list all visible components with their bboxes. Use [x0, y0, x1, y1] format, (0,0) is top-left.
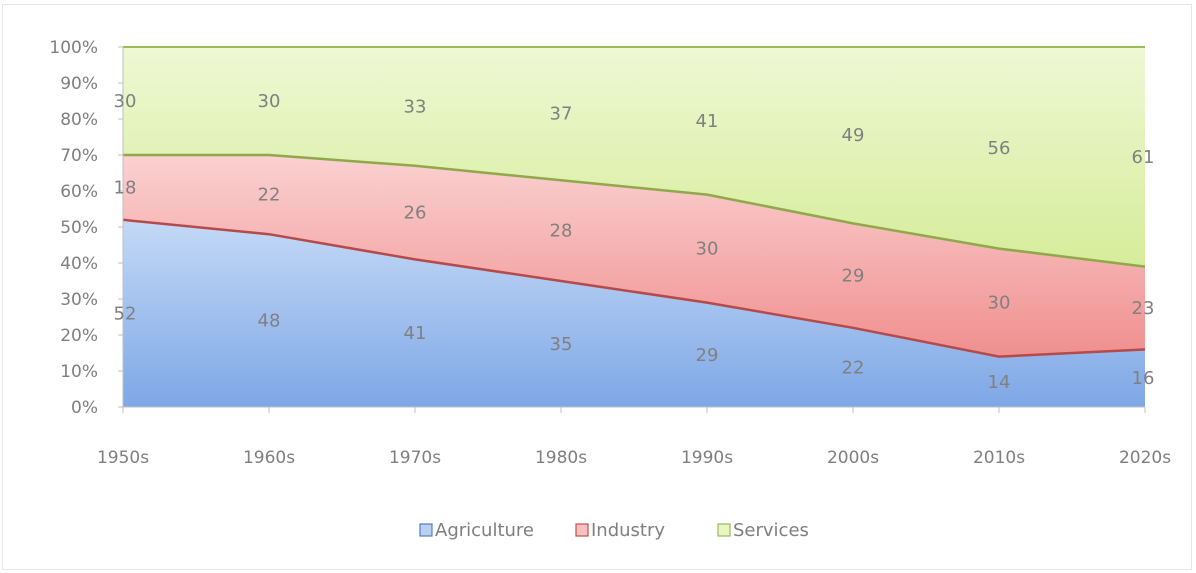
data-label-services: 49	[842, 125, 865, 146]
y-tick-label: 40%	[60, 254, 98, 274]
data-label-services: 30	[258, 91, 281, 112]
y-tick-label: 60%	[60, 182, 98, 202]
legend-label-industry: Industry	[591, 520, 665, 541]
data-label-industry: 26	[404, 203, 427, 224]
data-label-services: 37	[550, 104, 573, 125]
x-tick-label: 2000s	[827, 448, 879, 468]
area-industry	[123, 155, 1145, 357]
y-tick-label: 50%	[60, 218, 98, 238]
y-tick-label: 90%	[60, 74, 98, 94]
data-label-services: 33	[404, 96, 427, 117]
data-label-industry: 28	[550, 221, 573, 242]
data-label-agriculture: 52	[114, 303, 137, 324]
x-tick-label: 1970s	[389, 448, 441, 468]
plot-area	[123, 47, 1145, 407]
legend-label-agriculture: Agriculture	[435, 520, 534, 541]
data-label-agriculture: 16	[1132, 368, 1155, 389]
x-tick-label: 1990s	[681, 448, 733, 468]
data-label-industry: 29	[842, 266, 865, 287]
boundary-line-agriculture	[122, 218, 1146, 358]
data-labels: 52 48 41 35 29 22 14 16 18 22 26 28 30 29 30 23 30 30 33 37…	[114, 91, 1155, 393]
data-label-services: 56	[988, 138, 1011, 159]
data-label-agriculture: 41	[404, 323, 427, 344]
y-tick-label: 20%	[60, 326, 98, 346]
x-tick-label: 1950s	[97, 448, 149, 468]
boundary-line-industry	[123, 153, 1146, 268]
x-tick-label: 2020s	[1119, 448, 1171, 468]
axes: 0% 10% 20% 30% 40% 50% 60% 70% 80% 90% 100% 1950s 19…	[49, 38, 1171, 468]
legend: Agriculture Industry Services	[419, 520, 809, 541]
y-tick-label: 70%	[60, 146, 98, 166]
data-label-agriculture: 29	[696, 345, 719, 366]
data-label-industry: 18	[114, 177, 137, 198]
data-label-industry: 30	[988, 293, 1011, 314]
data-label-agriculture: 35	[550, 334, 573, 355]
x-tick-label: 2010s	[973, 448, 1025, 468]
data-label-industry: 22	[258, 185, 281, 206]
x-tick-label: 1980s	[535, 448, 587, 468]
series-boundaries	[122, 46, 1146, 358]
y-tick-label: 0%	[71, 398, 98, 418]
data-label-services: 41	[696, 111, 719, 132]
data-label-industry: 30	[696, 239, 719, 260]
data-label-services: 61	[1132, 147, 1155, 168]
legend-label-services: Services	[733, 520, 809, 541]
x-tick-label: 1960s	[243, 448, 295, 468]
y-tick-label: 80%	[60, 110, 98, 130]
area-agriculture	[123, 219, 1145, 407]
y-tick-label: 10%	[60, 362, 98, 382]
area-services	[123, 47, 1145, 267]
data-label-agriculture: 22	[842, 357, 865, 378]
data-label-agriculture: 14	[988, 372, 1011, 393]
legend-swatch-services	[717, 523, 731, 537]
data-label-services: 30	[114, 91, 137, 112]
legend-swatch-agriculture	[419, 523, 433, 537]
data-label-agriculture: 48	[258, 311, 281, 332]
y-tick-label: 30%	[60, 290, 98, 310]
y-tick-label: 100%	[49, 38, 98, 58]
data-label-industry: 23	[1132, 298, 1155, 319]
legend-swatch-industry	[575, 523, 589, 537]
